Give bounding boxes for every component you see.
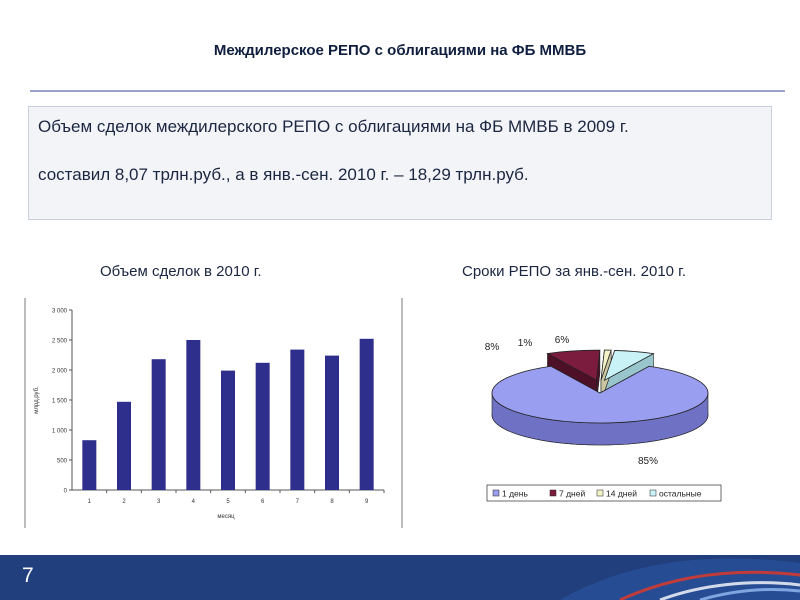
bar-chart: 0 500 1 000 1 500 2 000 2 500 3 000 1 2 3 4 5 6 7 8 9 мл… <box>24 298 403 528</box>
bar <box>255 362 270 490</box>
x-axis-title: месяц <box>217 514 235 520</box>
pie-value-label: 1% <box>518 338 533 349</box>
pie-value-label: 85% <box>638 456 658 467</box>
footer-decoration <box>560 558 800 600</box>
pie-slice <box>491 365 709 424</box>
x-tick-label: 2 <box>122 499 126 505</box>
bar <box>117 401 131 490</box>
bar <box>151 359 166 490</box>
bar <box>359 338 374 490</box>
pie-chart-title: Сроки РЕПО за янв.-сен. 2010 г. <box>462 263 686 280</box>
pie-value-label: 6% <box>555 335 570 346</box>
info-text-line-2: составил 8,07 трлн.руб., а в янв.-сен. 2… <box>38 165 529 184</box>
x-tick-label: 3 <box>157 499 161 505</box>
y-axis-title: млрд.руб. <box>34 386 40 414</box>
x-tick-label: 6 <box>261 499 265 505</box>
page-number: 7 <box>22 564 34 587</box>
title-divider <box>30 90 785 92</box>
x-tick-label: 5 <box>226 499 230 505</box>
legend-label: остальные <box>659 489 702 499</box>
bar <box>186 340 201 490</box>
x-tick-label: 9 <box>365 499 369 505</box>
bar <box>221 370 235 490</box>
info-text-line-1: Объем сделок междилерского РЕПО с облига… <box>38 117 629 136</box>
x-tick-label: 8 <box>330 499 334 505</box>
legend-swatch <box>596 489 604 497</box>
y-tick-label: 1 000 <box>52 429 68 435</box>
legend-label: 14 дней <box>606 489 637 499</box>
pie-chart: 85% 8% 1% 6% 1 день 7 дней 14 дней остальные <box>485 335 722 502</box>
info-box: Объем сделок междилерского РЕПО с облига… <box>28 106 772 220</box>
legend-swatch <box>492 489 500 497</box>
legend-swatch <box>649 489 657 497</box>
bar-chart-title: Объем сделок в 2010 г. <box>100 263 262 280</box>
bar <box>82 440 97 490</box>
y-tick-label: 500 <box>57 459 68 465</box>
pie-slice <box>546 349 601 381</box>
y-tick-label: 2 000 <box>52 369 68 375</box>
legend-label: 7 дней <box>559 489 585 499</box>
legend-frame <box>486 484 722 502</box>
x-tick-label: 7 <box>296 499 300 505</box>
y-tick-label: 1 500 <box>52 399 68 405</box>
x-tick-label: 1 <box>88 499 92 505</box>
slide-title: Междилерское РЕПО с облигациями на ФБ ММ… <box>213 42 587 59</box>
y-tick-label: 0 <box>64 489 68 495</box>
footer-bar: 7 <box>0 555 800 600</box>
bar <box>290 349 305 490</box>
legend-swatch <box>549 489 557 497</box>
pie-slice <box>600 349 612 381</box>
y-tick-label: 2 500 <box>52 339 68 345</box>
y-tick-label: 3 000 <box>52 309 68 315</box>
pie-slice <box>603 350 655 382</box>
bar <box>325 355 339 490</box>
pie-legend: 1 день 7 дней 14 дней остальные <box>486 484 722 502</box>
x-tick-label: 4 <box>192 499 196 505</box>
pie-value-label: 8% <box>485 342 500 353</box>
legend-label: 1 день <box>502 489 528 499</box>
